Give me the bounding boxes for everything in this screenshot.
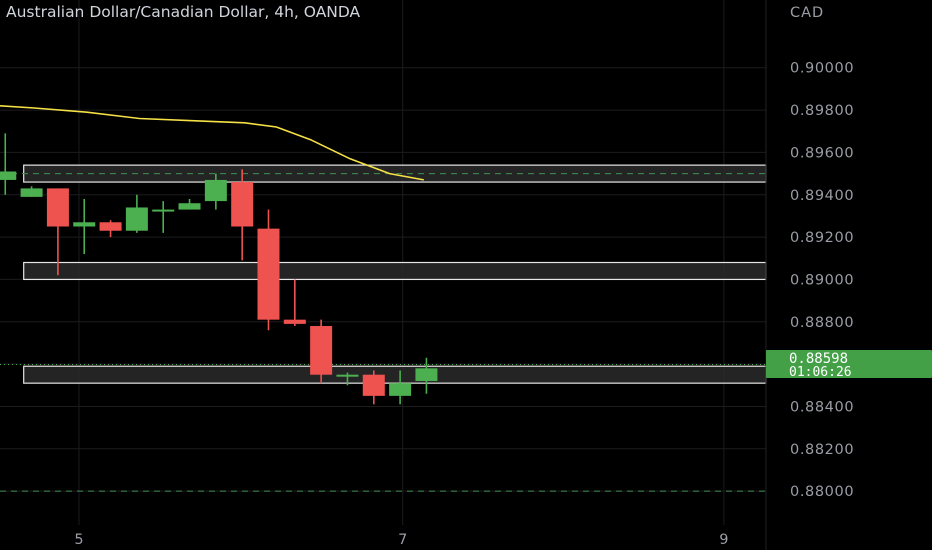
candle[interactable] (0, 133, 17, 195)
time-tick-label: 7 (398, 532, 407, 548)
price-badge-countdown: 01:06:26 (789, 365, 852, 380)
time-tick-label: 9 (719, 532, 728, 548)
price-tick-label: 0.88000 (790, 484, 854, 500)
candle-body (362, 374, 385, 396)
price-tick-label: 0.89600 (790, 145, 854, 161)
price-badge-price: 0.88598 (789, 351, 848, 367)
price-tick-label: 0.88200 (790, 442, 854, 458)
price-tick-label: 0.89200 (790, 230, 854, 246)
candle-body (257, 228, 280, 320)
moving-average-line (0, 105, 424, 181)
candle[interactable] (257, 209, 280, 331)
sr-zone-2[interactable] (23, 261, 767, 281)
candle-body (310, 326, 333, 375)
candle[interactable] (310, 319, 333, 384)
price-badge-bg (766, 350, 932, 378)
candle[interactable] (283, 279, 306, 327)
candle[interactable] (231, 169, 254, 261)
candle[interactable] (415, 357, 438, 394)
candle-body (204, 179, 227, 202)
candle-body (336, 374, 359, 377)
candle[interactable] (99, 220, 122, 238)
candle[interactable] (46, 188, 69, 276)
candle[interactable] (389, 370, 412, 405)
candle-body (125, 207, 148, 231)
price-axis-unit: CAD (790, 5, 824, 21)
candle[interactable] (362, 370, 385, 405)
chart-title: Australian Dollar/Canadian Dollar, 4h, O… (6, 3, 361, 21)
price-tick-label: 0.89000 (790, 272, 854, 288)
candle[interactable] (125, 194, 148, 233)
candle[interactable] (178, 198, 201, 210)
time-tick-label: 5 (74, 532, 83, 548)
candle-body (283, 319, 306, 324)
candle-body (389, 383, 412, 396)
price-tick-label: 0.88400 (790, 399, 854, 415)
candle-body (152, 209, 175, 212)
candle-body (73, 222, 96, 227)
sr-zone-3[interactable] (23, 365, 767, 384)
candle-body (46, 188, 69, 227)
candle[interactable] (204, 173, 227, 210)
price-tick-label: 0.88800 (790, 315, 854, 331)
candle[interactable] (73, 198, 96, 255)
candle[interactable] (20, 186, 43, 197)
candles (0, 133, 438, 405)
candle[interactable] (152, 201, 175, 233)
price-tick-label: 0.90000 (790, 61, 854, 77)
candle-body (0, 171, 17, 180)
price-tick-label: 0.89800 (790, 103, 854, 119)
candle[interactable] (336, 372, 359, 386)
price-tick-label: 0.89400 (790, 188, 854, 204)
candle-body (415, 368, 438, 382)
candle-body (99, 222, 122, 231)
candle-body (178, 203, 201, 210)
candle-body (231, 182, 254, 227)
candle-body (20, 188, 43, 197)
